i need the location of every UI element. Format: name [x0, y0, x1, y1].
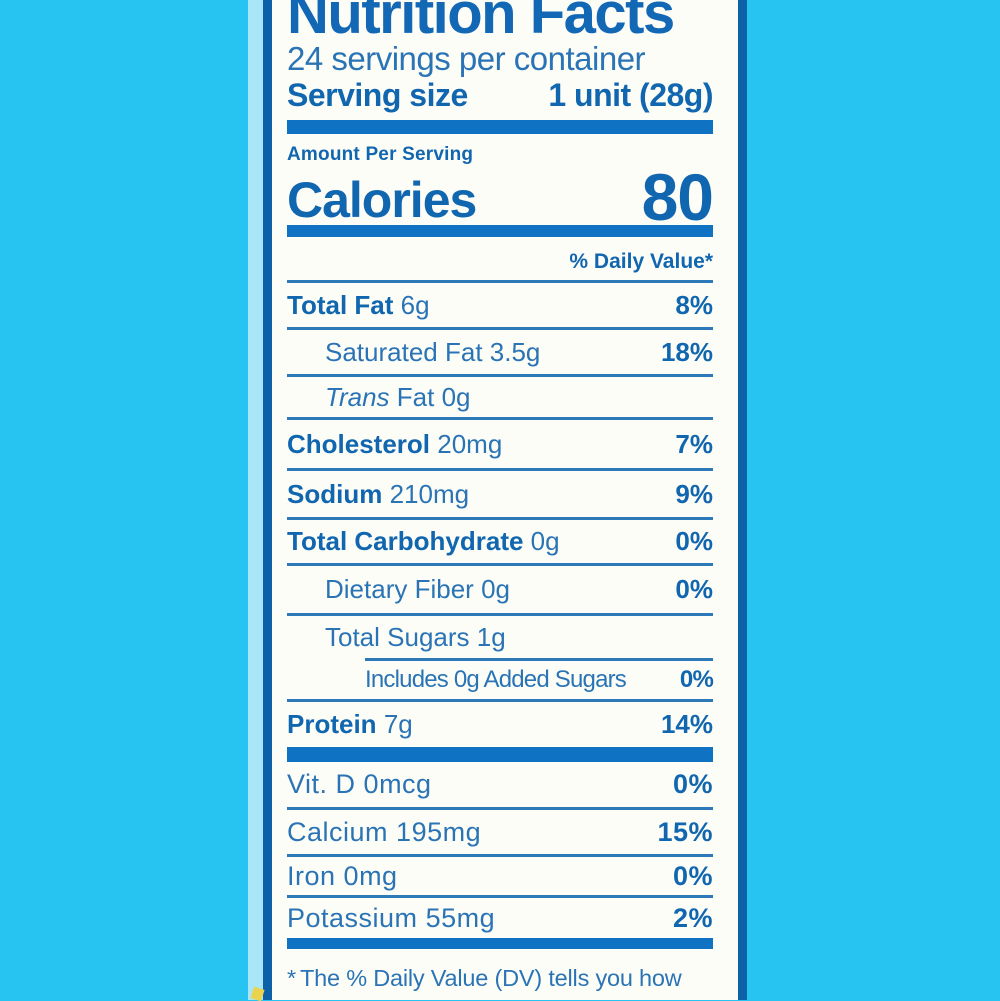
vitamin-amount: 0mcg [363, 769, 432, 799]
vitamin-dv: 15% [657, 816, 713, 847]
nutrient-name: Saturated Fat [325, 336, 483, 367]
servings-per-container: 24 servings per container [287, 40, 646, 77]
label-right-border [738, 0, 747, 1000]
calories-value: 80 [641, 160, 714, 234]
vitamin-name: Iron [287, 860, 336, 891]
vitamin-dv: 0% [672, 769, 713, 799]
protein-divider-bar [287, 747, 713, 762]
nutrient-name-italic: Trans [325, 381, 390, 412]
nutrient-dv: 0% [675, 526, 713, 556]
vitamin-name: Potassium [287, 902, 418, 933]
calories-label: Calories [287, 172, 477, 228]
nutrient-row-dietary-fiber: Dietary Fiber 0g 0% [287, 566, 713, 616]
nutrient-dv: 18% [660, 336, 713, 367]
vitamin-amount: 0mg [343, 860, 398, 891]
nutrient-amount: 210mg [389, 478, 470, 509]
package-highlight-strip [248, 0, 263, 1000]
nutrient-amount: 20mg [437, 428, 503, 459]
nutrition-facts-title: Nutrition Facts [287, 0, 675, 46]
nutrient-name: Dietary Fiber [325, 574, 474, 604]
nutrient-row-protein: Protein 7g 14% [287, 702, 713, 747]
nutrient-name: Total Sugars [325, 621, 470, 652]
nutrient-name: Protein [287, 709, 377, 739]
nutrient-dv: 0% [675, 574, 713, 604]
nutrient-row-saturated-fat: Saturated Fat 3.5g 18% [287, 330, 713, 377]
footnote-line: The % Daily Value (DV) tells you how [300, 965, 682, 991]
amount-per-serving-label: Amount Per Serving [287, 144, 474, 165]
nutrient-row-added-sugars: Includes 0g Added Sugars 0% [365, 661, 714, 699]
calories-divider-bar [287, 225, 713, 237]
nutrient-row-total-sugars: Total Sugars 1g [287, 616, 713, 658]
nutrient-dv: 0% [679, 666, 714, 693]
nutrient-dv: 9% [675, 478, 713, 509]
nutrient-name: Cholesterol [287, 428, 431, 459]
nutrient-name: Fat [396, 381, 435, 412]
nutrient-amount: 0g [441, 381, 471, 412]
nutrient-amount: 3.5g [489, 336, 541, 367]
nutrition-facts-panel: Nutrition Facts 24 servings per containe… [272, 0, 738, 1000]
serving-size-label: Serving size [287, 77, 468, 113]
vitamin-row-calcium: Calcium 195mg 15% [287, 810, 713, 857]
nutrient-amount: 7g [383, 709, 413, 739]
nutrient-amount: 1g [476, 621, 506, 652]
nutrient-dv: 8% [675, 289, 713, 320]
vitamin-row-vit-d: Vit. D 0mcg 0% [287, 762, 713, 810]
nutrient-row-trans-fat: Trans Fat 0g [287, 377, 713, 420]
vitamin-amount: 55mg [425, 902, 496, 933]
nutrient-row-total-carbohydrate: Total Carbohydrate 0g 0% [287, 520, 713, 566]
vitamin-amount: 195mg [396, 816, 482, 847]
nutrient-amount: 0g [481, 574, 510, 604]
bottom-divider-bar [287, 938, 713, 949]
vitamin-dv: 0% [672, 860, 713, 891]
vitamin-row-potassium: Potassium 55mg 2% [287, 898, 713, 938]
added-sugars-underline [287, 699, 713, 702]
label-left-border [263, 0, 272, 1000]
nutrient-row-cholesterol: Cholesterol 20mg 7% [287, 420, 713, 471]
nutrient-amount: 6g [400, 289, 430, 320]
serving-size-value: 1 unit (28g) [548, 77, 713, 113]
nutrient-dv: 7% [675, 428, 713, 459]
nutrient-name: Total Fat [287, 289, 394, 320]
nutrient-name: Sodium [287, 478, 383, 509]
nutrient-row-added-sugars-wrap: Includes 0g Added Sugars 0% [287, 658, 714, 702]
nutrient-row-sodium: Sodium 210mg 9% [287, 471, 713, 520]
nutrient-row-total-fat: Total Fat 6g 8% [287, 283, 713, 330]
nutrient-dv: 14% [660, 709, 713, 739]
nutrient-amount: 0g [530, 526, 560, 556]
vitamin-dv: 2% [672, 902, 713, 933]
vitamin-name: Vit. D [287, 769, 356, 799]
nutrient-name: Total Carbohydrate [287, 526, 524, 556]
daily-value-header: % Daily Value* [287, 237, 713, 283]
footnote-line: much nutrient in a serving of food [300, 994, 713, 1000]
thick-divider-bar [287, 120, 713, 134]
daily-value-footnote: * The % Daily Value (DV) tells you how m… [287, 949, 713, 1000]
nutrient-name: Includes 0g Added Sugars [365, 666, 627, 693]
footnote-text: The % Daily Value (DV) tells you how muc… [300, 962, 713, 1000]
calories-row: Calories 80 [287, 160, 714, 234]
footnote-asterisk: * [287, 965, 297, 991]
serving-size-row: Serving size 1 unit (28g) [287, 77, 713, 113]
vitamin-row-iron: Iron 0mg 0% [287, 857, 713, 898]
vitamin-name: Calcium [287, 816, 389, 847]
